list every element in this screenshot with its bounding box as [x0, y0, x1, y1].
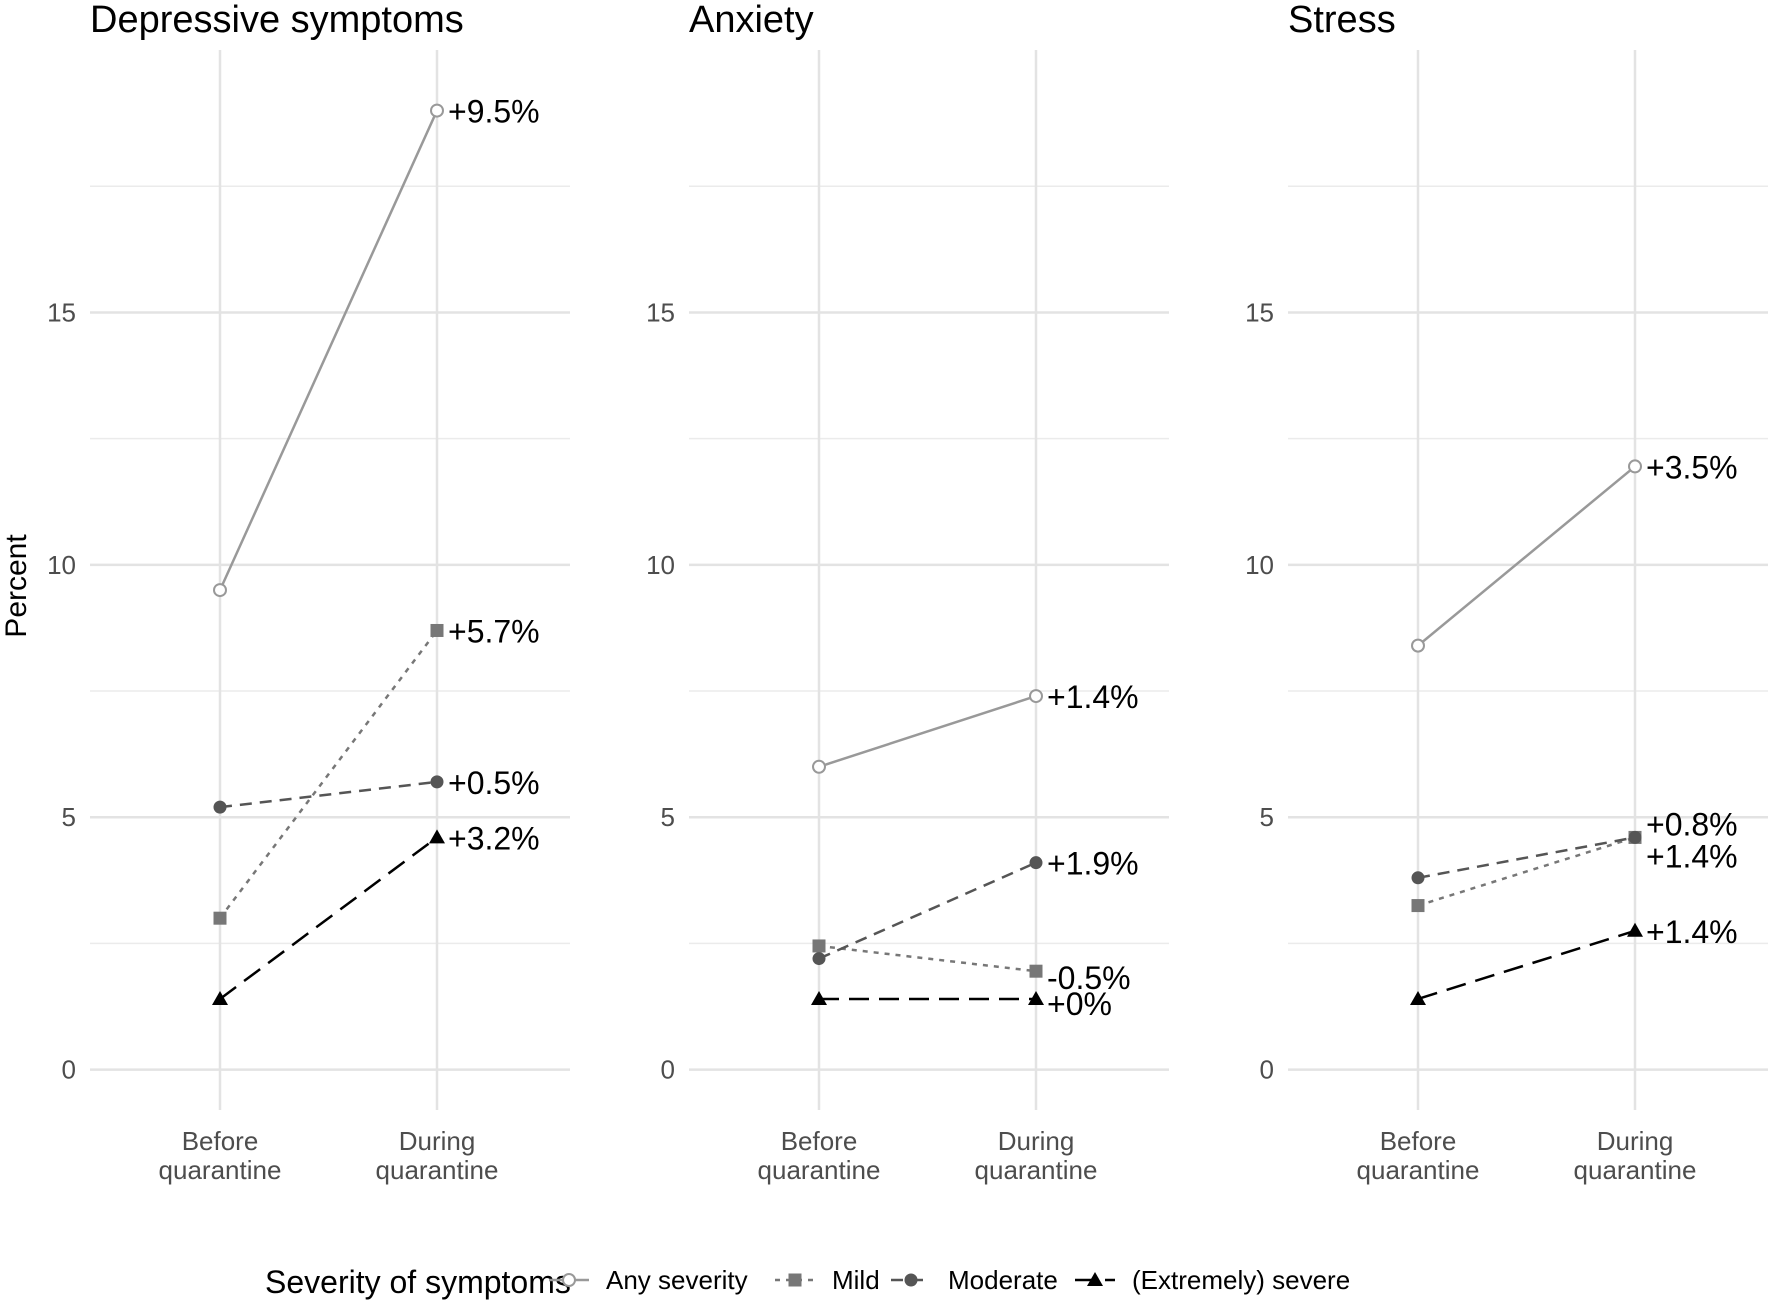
data-point-during	[1029, 964, 1043, 978]
data-point-during	[1029, 689, 1043, 704]
series-any-severity: +3.5%	[1411, 449, 1738, 653]
series-extremely-severe: +3.2%	[212, 820, 540, 1005]
series-line	[818, 861, 1037, 960]
change-label: +0.8%	[1646, 806, 1738, 842]
data-point-before	[212, 990, 228, 1005]
x-tick-label: Before quarantine	[758, 1126, 881, 1185]
data-point-before	[213, 911, 227, 925]
x-tick-label: Before quarantine	[1357, 1126, 1480, 1185]
series-line	[818, 944, 1037, 973]
change-label: +3.5%	[1646, 449, 1738, 485]
series-moderate: +0.8%	[1411, 806, 1738, 885]
data-point-before	[811, 990, 827, 1005]
series-moderate: +1.9%	[812, 846, 1139, 966]
data-point-during	[429, 829, 445, 844]
data-point-during	[430, 775, 444, 789]
data-point-during	[1628, 459, 1642, 474]
x-tick-label: Before quarantine	[159, 1126, 282, 1185]
data-point-during	[1628, 830, 1642, 844]
series-line	[219, 629, 438, 919]
series-mild: +5.7%	[213, 613, 540, 925]
y-tick-label: 5	[661, 802, 675, 832]
change-label: +1.9%	[1047, 846, 1139, 882]
legend-label: Any severity	[606, 1265, 748, 1295]
y-tick-label: 15	[646, 297, 675, 327]
series-extremely-severe: +0%	[811, 986, 1112, 1022]
change-label: +5.7%	[448, 613, 540, 649]
change-label: +0%	[1047, 986, 1112, 1022]
data-point-before	[213, 800, 227, 814]
change-label: +9.5%	[448, 94, 540, 130]
data-point-before	[1411, 899, 1425, 913]
x-tick-label: During quarantine	[376, 1126, 499, 1185]
y-tick-label: 0	[1260, 1055, 1274, 1085]
data-point-before	[812, 759, 826, 774]
panel-1: Depressive symptoms 0 5 10 15 Before quarantin…	[47, 0, 570, 1185]
series-line	[1417, 836, 1636, 880]
series-line	[219, 836, 438, 1000]
data-point-during	[1028, 990, 1044, 1005]
series-moderate: +0.5%	[213, 765, 540, 814]
panel-2: Anxiety 0 5 10 15 Before quarantine During quara…	[646, 0, 1169, 1185]
series-any-severity: +1.4%	[812, 679, 1139, 774]
data-point-during	[1029, 856, 1043, 870]
legend-key-marker	[904, 1273, 918, 1287]
data-point-before	[1411, 638, 1425, 653]
series-line	[1417, 836, 1636, 907]
change-label: +1.4%	[1646, 838, 1738, 874]
panel-title: Anxiety	[689, 0, 814, 41]
series-extremely-severe: +1.4%	[1410, 914, 1738, 1005]
panel-3: Stress 0 5 10 15 Before quarantine During quaran…	[1245, 0, 1768, 1185]
y-axis-label: Percent	[0, 534, 33, 638]
series-line	[1417, 465, 1636, 647]
panel-title: Depressive symptoms	[90, 0, 464, 41]
change-label: +1.4%	[1047, 679, 1139, 715]
series-line	[218, 110, 439, 591]
legend-entry: Moderate	[891, 1265, 1058, 1295]
legend-key-marker	[1087, 1272, 1103, 1286]
legend-label: Moderate	[948, 1265, 1058, 1295]
change-label: -0.5%	[1047, 960, 1131, 996]
data-point-during	[1627, 922, 1643, 937]
y-tick-label: 5	[1260, 802, 1274, 832]
legend-label: (Extremely) severe	[1132, 1265, 1350, 1295]
data-point-before	[812, 952, 826, 966]
change-label: +3.2%	[448, 820, 540, 856]
y-tick-label: 10	[47, 550, 76, 580]
panels: Depressive symptoms 0 5 10 15 Before quarantin…	[47, 0, 1768, 1185]
y-tick-label: 5	[62, 802, 76, 832]
data-point-before	[1411, 871, 1425, 885]
series-mild: +1.4%	[1411, 830, 1738, 913]
y-tick-label: 10	[1245, 550, 1274, 580]
y-tick-label: 15	[1245, 297, 1274, 327]
series-line	[219, 780, 438, 809]
legend-label: Mild	[832, 1265, 880, 1295]
change-label: +1.4%	[1646, 914, 1738, 950]
y-tick-label: 0	[62, 1055, 76, 1085]
series-line	[818, 694, 1037, 768]
legend-title: Severity of symptoms	[265, 1264, 571, 1300]
series-line	[1417, 929, 1636, 1001]
legend: Severity of symptoms Any severity Mild Mod…	[265, 1264, 1350, 1300]
legend-entry: (Extremely) severe	[1075, 1265, 1350, 1295]
legend-key-marker	[788, 1273, 802, 1287]
data-point-before	[812, 939, 826, 953]
data-point-during	[430, 623, 444, 637]
y-tick-label: 0	[661, 1055, 675, 1085]
data-point-before	[1410, 990, 1426, 1005]
y-tick-label: 15	[47, 297, 76, 327]
series-any-severity: +9.5%	[213, 94, 540, 598]
data-point-during	[430, 103, 444, 118]
data-point-before	[213, 583, 227, 598]
legend-entry: Mild	[775, 1265, 880, 1295]
panel-title: Stress	[1288, 0, 1396, 41]
legend-key-marker	[562, 1273, 576, 1287]
y-tick-label: 10	[646, 550, 675, 580]
change-label: +0.5%	[448, 765, 540, 801]
x-tick-label: During quarantine	[975, 1126, 1098, 1185]
x-tick-label: During quarantine	[1574, 1126, 1697, 1185]
series-mild: -0.5%	[812, 939, 1131, 996]
legend-entry: Any severity	[549, 1265, 748, 1295]
